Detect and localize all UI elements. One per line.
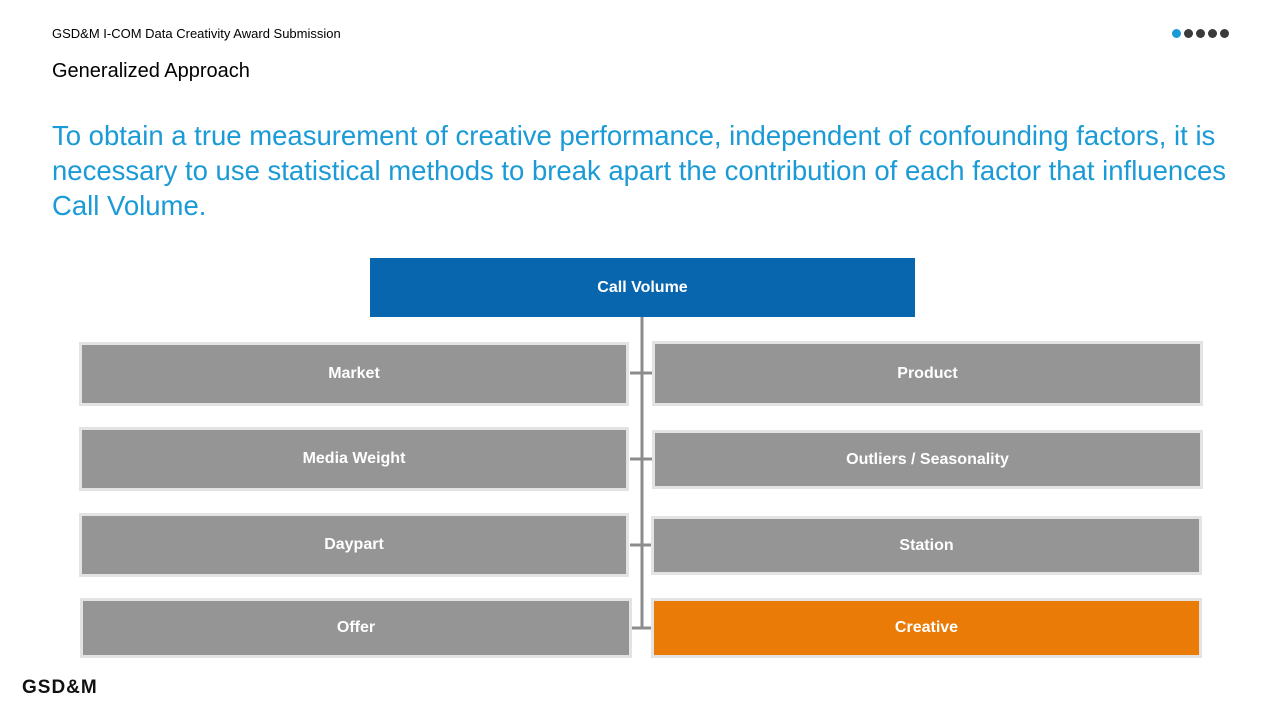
factor-product: Product <box>652 341 1203 406</box>
factor-offer: Offer <box>80 598 632 658</box>
factor-market: Market <box>79 342 629 406</box>
factor-media-weight: Media Weight <box>79 427 629 491</box>
gsdm-logo: GSD&M <box>22 677 98 698</box>
root-node-call-volume: Call Volume <box>370 258 915 317</box>
headline-statement: To obtain a true measurement of creative… <box>52 120 1226 221</box>
factor-outliers-seasonality: Outliers / Seasonality <box>652 430 1203 489</box>
presentation-subtitle: GSD&M I-COM Data Creativity Award Submis… <box>52 26 341 41</box>
factor-daypart: Daypart <box>79 513 629 577</box>
progress-dot <box>1196 29 1205 38</box>
progress-indicator <box>1172 29 1229 38</box>
progress-dot <box>1220 29 1229 38</box>
slide-title: Generalized Approach <box>52 60 250 82</box>
progress-dot <box>1184 29 1193 38</box>
factor-creative: Creative <box>651 598 1202 658</box>
progress-dot <box>1172 29 1181 38</box>
progress-dot <box>1208 29 1217 38</box>
factor-station: Station <box>651 516 1202 575</box>
